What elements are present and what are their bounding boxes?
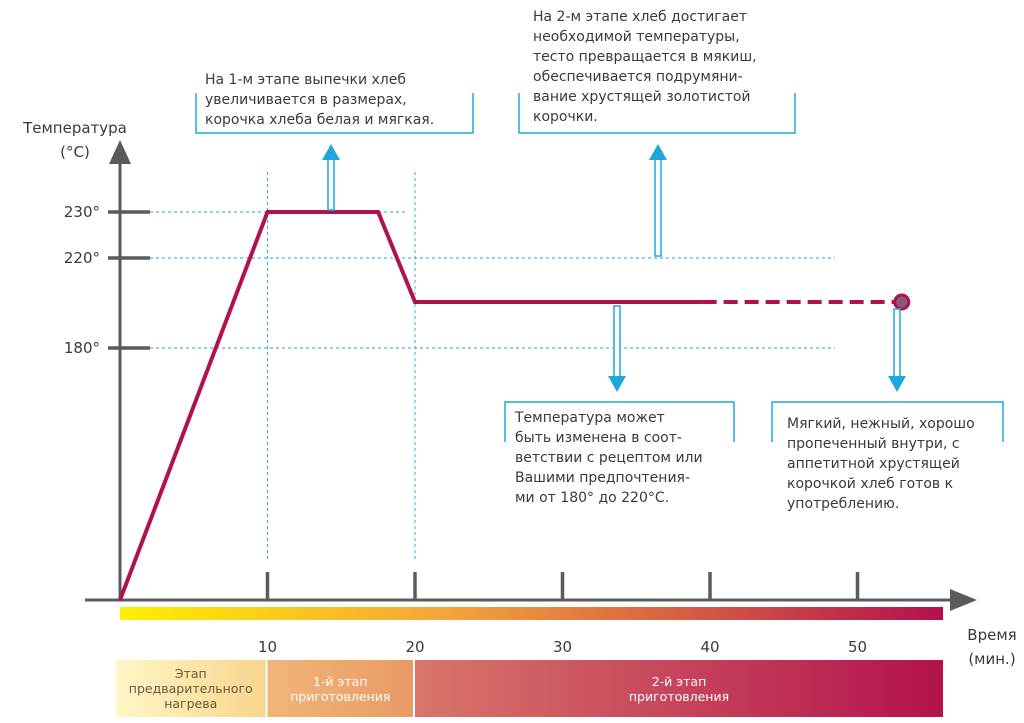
annotation-ready: Мягкий, нежный, хорошо пропеченный внутри… — [787, 414, 991, 514]
annotation-line: употреблению. — [787, 496, 900, 512]
arrow-stage1-icon-head — [322, 144, 340, 160]
x-axis-arrow-icon — [950, 589, 977, 611]
y-tick-label-230: 230° — [64, 203, 100, 221]
arrow-temperature-icon-shaft — [613, 305, 621, 379]
arrow-ready-icon — [888, 308, 906, 392]
annotation-line: Температура может — [515, 410, 665, 426]
annotation-line: пропеченный внутри, с — [787, 436, 960, 452]
stage-label-1-line-2: предварительного — [129, 681, 253, 696]
annotation-temperature: Температура может быть изменена в соот-ве… — [515, 408, 721, 508]
arrow-stage1-icon-shaft — [327, 157, 335, 211]
annotation-line: На 2-м этапе хлеб достигает — [533, 9, 747, 25]
annotation-line: аппетитной хрустящей — [787, 456, 960, 472]
stage-label-2-line-1: 1-й этап — [313, 674, 368, 689]
annotation-line: быть изменена в соот- — [515, 430, 682, 446]
annotation-line: вание хрустящей золотистой — [533, 89, 751, 105]
x-axis-unit: (мин.) — [968, 650, 1015, 668]
x-tick-label-40: 40 — [700, 638, 719, 656]
arrow-ready-icon-head — [888, 376, 906, 392]
frame-stage1 — [195, 93, 474, 134]
arrow-temperature-icon-head — [608, 376, 626, 392]
arrow-ready-icon-shaft — [893, 308, 901, 379]
temperature-line — [118, 210, 703, 601]
stage-band-2 — [267, 660, 413, 717]
annotation-line: необходимой температуры, — [533, 29, 740, 45]
x-tick-label-10: 10 — [258, 638, 277, 656]
y-axis-arrow-icon — [109, 140, 131, 164]
annotation-stage-2: На 2-м этапе хлеб достигает необходимой т… — [533, 7, 781, 127]
arrow-stage2-icon-head — [649, 144, 667, 160]
y-axis-title: Температура — [22, 119, 127, 137]
time-gradient-bar — [120, 607, 943, 620]
arrow-stage2-icon-shaft — [654, 157, 662, 257]
stage-band-3 — [415, 660, 943, 717]
x-tick-label-30: 30 — [553, 638, 572, 656]
y-axis-unit: (°C) — [60, 143, 90, 161]
arrow-temperature-icon — [608, 305, 626, 392]
annotation-line: Вашими предпочтения- — [515, 470, 691, 486]
x-axis-title: Время — [967, 626, 1016, 644]
arrow-stage2-icon — [649, 144, 667, 257]
end-point-marker — [893, 293, 911, 311]
y-tick-label-180: 180° — [64, 339, 100, 357]
stage-label-2-line-2: приготовления — [290, 689, 390, 704]
x-tick-label-20: 20 — [405, 638, 424, 656]
y-tick-label-220: 220° — [64, 249, 100, 267]
stage-label-3-line-2: приготовления — [629, 689, 729, 704]
annotation-line: ми от 180° до 220°C. — [515, 490, 670, 506]
annotation-line: тесто превращается в мякиш, — [533, 49, 757, 65]
annotation-line: корочкой хлеб готов к — [787, 476, 954, 492]
annotation-line: обеспечивается подрумяни- — [533, 69, 743, 85]
annotation-line: ветствии с рецептом или — [515, 450, 703, 466]
annotation-line: Мягкий, нежный, хорошо — [787, 416, 975, 432]
stage-label-1-line-1: Этап — [175, 666, 207, 681]
frame-temperature — [504, 401, 735, 442]
stage-band-1 — [116, 660, 266, 717]
arrow-stage1-icon — [322, 144, 340, 211]
annotation-line: корочка хлеба белая и мягкая. — [205, 112, 435, 128]
x-tick-label-50: 50 — [848, 638, 867, 656]
frame-stage2 — [518, 93, 796, 134]
annotation-line: увеличивается в размерах, — [205, 92, 407, 108]
stage-label-1-line-3: нагрева — [164, 696, 217, 711]
annotation-stage-1: На 1-м этапе выпечки хлеб увеличивается в… — [205, 70, 460, 130]
annotation-line: На 1-м этапе выпечки хлеб — [205, 72, 406, 88]
stage-label-3-line-1: 2-й этап — [652, 674, 707, 689]
frame-ready — [771, 401, 1004, 442]
annotation-line: корочки. — [533, 109, 598, 125]
